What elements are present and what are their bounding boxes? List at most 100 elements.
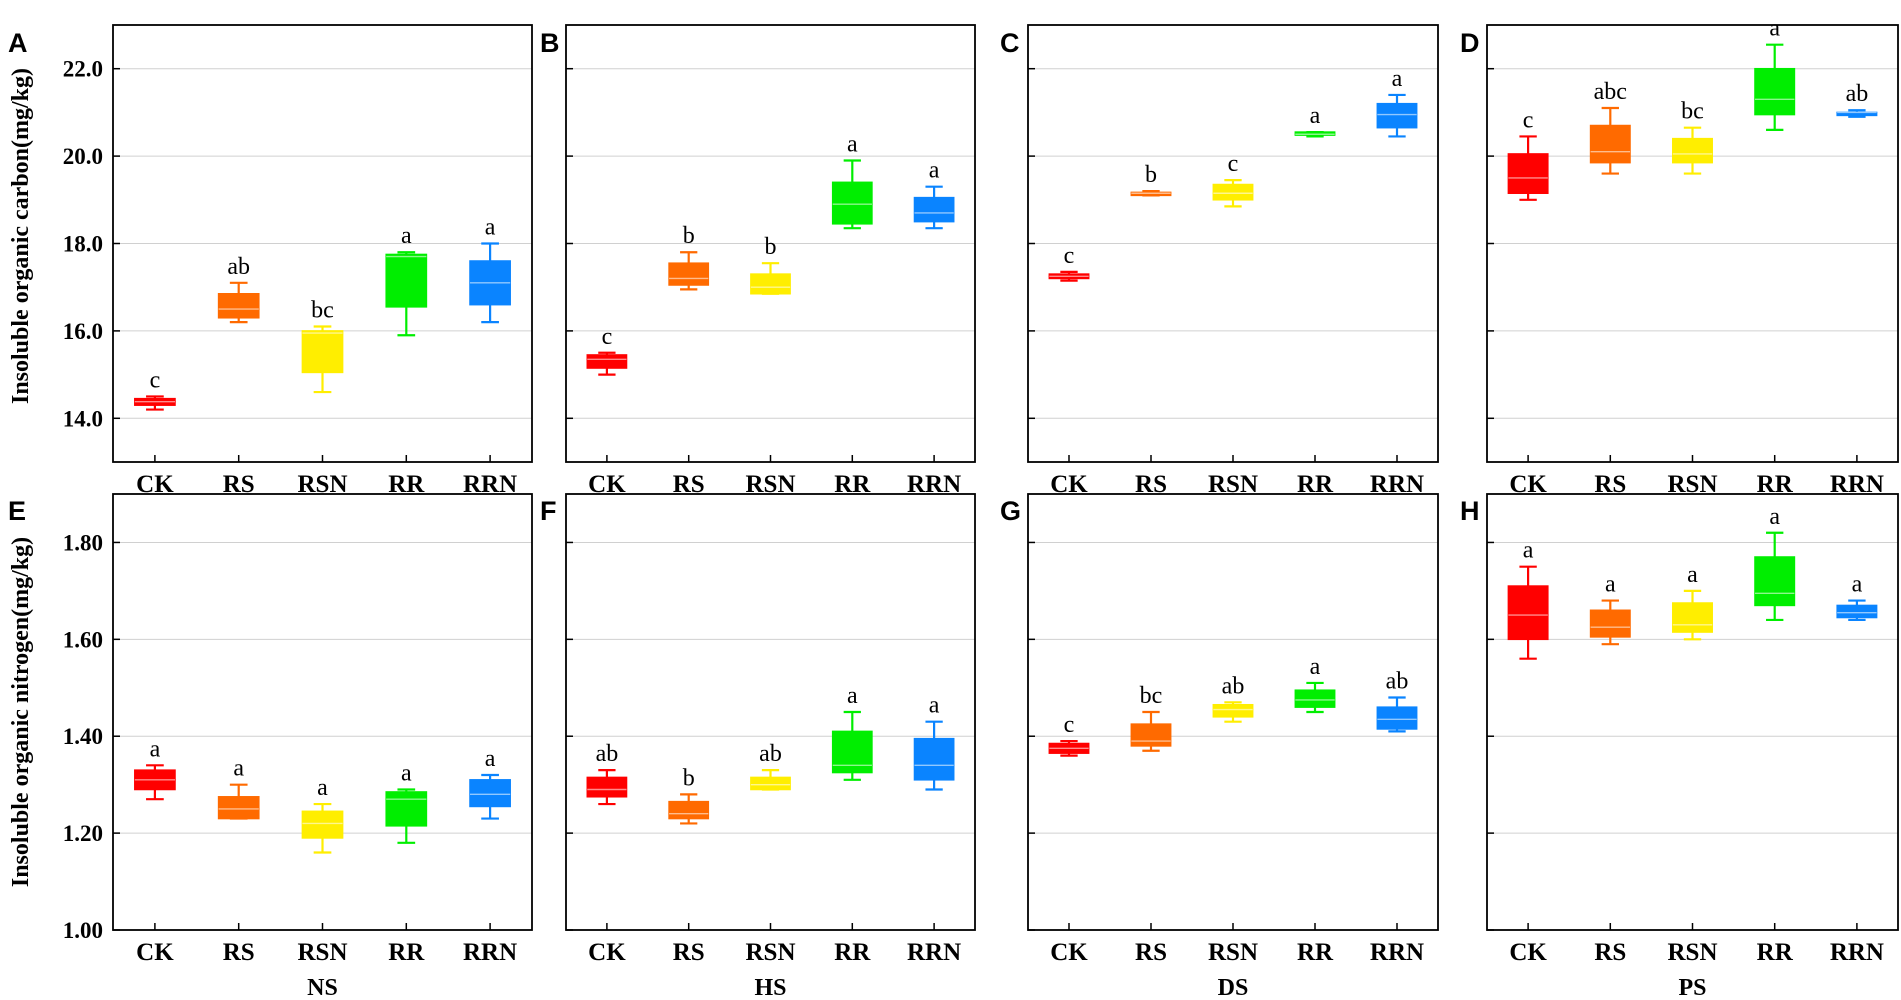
panel-letter-G: G (1000, 496, 1021, 526)
x-category-label-RR: RR (1757, 939, 1794, 966)
box-CK: cCK (1048, 243, 1090, 498)
box-body (750, 776, 791, 791)
significance-label: c (1064, 712, 1075, 738)
box-body (301, 810, 344, 839)
x-category-label-RR: RR (388, 939, 425, 966)
x-category-label-CK: CK (1050, 939, 1088, 966)
significance-label: ab (1846, 81, 1869, 107)
significance-label: ab (227, 254, 250, 280)
significance-label: b (683, 223, 695, 249)
box-body (1130, 723, 1172, 747)
significance-label: b (683, 765, 695, 791)
significance-label: bc (311, 298, 334, 324)
box-body (385, 253, 428, 308)
box-body (1212, 703, 1254, 718)
box-RS: bc RS (1130, 683, 1172, 966)
x-group-label-PS: PS (1678, 975, 1706, 1000)
box-CK: a CK (1507, 538, 1549, 966)
box-CK: c CK (1048, 712, 1090, 966)
x-category-label-RSN: RSN (745, 939, 795, 966)
box-RR: aRR (385, 223, 428, 498)
box-RS: a RS (1589, 572, 1631, 966)
x-category-label-RRN: RRN (1830, 939, 1884, 966)
significance-label: a (1392, 66, 1403, 92)
y-tick-label: 20.0 (63, 144, 103, 169)
significance-label: b (1145, 162, 1157, 188)
x-category-label-RS: RS (1594, 939, 1626, 966)
box-body (750, 273, 791, 295)
significance-label: a (401, 223, 412, 249)
significance-label: a (485, 746, 496, 772)
significance-label: a (847, 683, 858, 709)
box-body (385, 791, 428, 827)
significance-label: a (1769, 16, 1780, 42)
significance-label: a (847, 131, 858, 157)
panel-letter-C: C (1000, 28, 1020, 58)
x-category-label-CK: CK (136, 939, 174, 966)
box-RRN: a RRN (463, 746, 517, 966)
significance-label: a (929, 158, 940, 184)
panel-letter-H: H (1460, 496, 1480, 526)
box-RS: bRS (668, 223, 710, 498)
box-RSN: a RSN (297, 775, 347, 966)
x-category-label-RS: RS (673, 939, 705, 966)
significance-label: c (1523, 107, 1534, 133)
box-body (831, 181, 873, 225)
x-group-label-NS: NS (307, 975, 338, 1000)
box-body (301, 330, 344, 374)
box-RS: b RS (668, 765, 710, 966)
significance-label: bc (1140, 683, 1163, 709)
x-category-label-RSN: RSN (297, 939, 347, 966)
box-RR: aRR (831, 131, 873, 498)
box-RR: aRR (831, 683, 873, 966)
box-body (1212, 183, 1254, 201)
y-tick-label: 1.00 (63, 918, 103, 943)
box-CK: cCK (1507, 107, 1549, 498)
x-category-label-RRN: RRN (463, 939, 517, 966)
box-body (217, 293, 260, 319)
x-category-label-RS: RS (1135, 939, 1167, 966)
box-CK: a CK (134, 736, 176, 966)
box-body (1836, 604, 1878, 619)
significance-label: a (1605, 572, 1616, 598)
box-body (1589, 609, 1631, 638)
significance-label: a (233, 756, 244, 782)
box-RRN: a RRN (1830, 572, 1884, 966)
box-body (668, 262, 710, 286)
panel-letter-F: F (540, 496, 557, 526)
y-tick-label: 1.40 (63, 724, 103, 749)
box-body (1672, 137, 1713, 164)
y-tick-label: 1.60 (63, 627, 103, 652)
box-RR: aRR (385, 761, 428, 966)
significance-label: ab (596, 741, 619, 767)
significance-label: b (765, 234, 777, 260)
significance-label: c (1064, 243, 1075, 269)
box-body (1376, 706, 1418, 730)
box-RRN: ab RRN (1370, 668, 1424, 966)
significance-label: a (1852, 572, 1863, 598)
y-tick-label: 14.0 (63, 406, 103, 431)
significance-label: ab (759, 741, 782, 767)
plot-frame (1486, 493, 1899, 931)
box-RR: aRR (1294, 103, 1336, 498)
y-tick-label: 16.0 (63, 319, 103, 344)
panel-G: Gc CK bc RS ab RSN a RR ab RRN DS (1000, 493, 1439, 1000)
box-body (913, 737, 955, 781)
significance-label: c (602, 324, 613, 350)
significance-label: ab (1386, 668, 1409, 694)
significance-label: a (1523, 538, 1534, 564)
box-body (1754, 67, 1796, 116)
box-body (217, 796, 260, 820)
box-CK: cCK (586, 324, 628, 498)
